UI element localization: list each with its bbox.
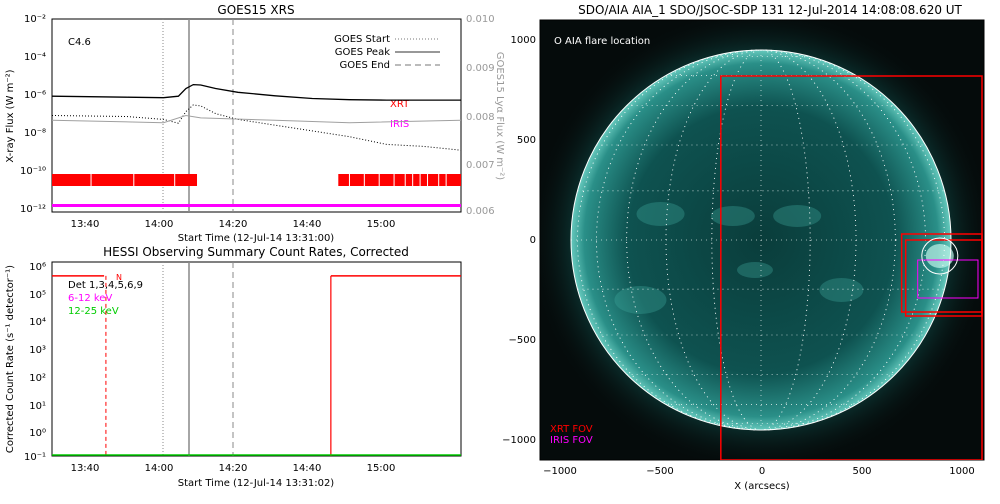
- aia-y-ticks: 1000 500 0 −500 −1000: [502, 35, 536, 446]
- hessi-y-tick: 10⁶: [29, 262, 46, 273]
- aia-legend-flare: O AIA flare location: [554, 36, 650, 47]
- goes-series-line-1: [51, 104, 462, 151]
- hessi-x-tick: 15:00: [367, 463, 396, 474]
- goes-y-tick-right: 0.008: [466, 112, 495, 123]
- aia-x-tick: 0: [759, 466, 765, 477]
- hessi-x-tick: 14:40: [293, 463, 322, 474]
- aia-legend-iris: IRIS FOV: [550, 435, 593, 446]
- aia-x-ticks: −1000 −500 0 500 1000: [543, 466, 975, 477]
- aia-x-tick: −1000: [543, 466, 577, 477]
- hessi-y-tick: 10⁰: [29, 428, 46, 439]
- goes-legend-peak: GOES Peak: [335, 47, 390, 58]
- aia-x-tick: 500: [852, 466, 871, 477]
- goes-legend-end: GOES End: [340, 60, 390, 71]
- goes-x-axis-label: Start Time (12-Jul-14 13:31:00): [178, 233, 335, 244]
- aia-title: SDO/AIA AIA_1 SDO/JSOC-SDP 131 12-Jul-20…: [578, 3, 962, 17]
- goes-legend: GOES Start GOES Peak GOES End: [334, 34, 440, 71]
- goes-y-axis-label: X-ray Flux (W m⁻²): [5, 69, 16, 162]
- goes-y-tick: 10⁻¹²: [20, 204, 46, 215]
- aia-y-tick: 0: [530, 235, 536, 246]
- goes-x-tick: 13:40: [71, 219, 100, 230]
- hessi-y-tick: 10³: [29, 345, 46, 356]
- aia-active-region: [819, 278, 864, 302]
- goes-x-tick: 14:20: [219, 219, 248, 230]
- hessi-title: HESSI Observing Summary Count Rates, Cor…: [103, 245, 409, 259]
- goes-marks: [51, 83, 462, 207]
- goes-y-tick-right: 0.009: [466, 63, 495, 74]
- goes-x-tick: 14:00: [145, 219, 174, 230]
- hessi-y-ticks: 10⁶ 10⁵ 10⁴ 10³ 10² 10¹ 10⁰ 10⁻¹: [24, 262, 46, 463]
- goes-y-axis-label-right: GOES15 Lyα Flux (W m⁻²): [494, 52, 505, 180]
- goes-y-tick-right: 0.006: [466, 206, 495, 217]
- hessi-night-marker: N: [116, 273, 122, 282]
- goes-y-tick: 10⁻⁴: [24, 52, 46, 63]
- goes-y-ticks-right: 0.010 0.009 0.008 0.007 0.006: [466, 14, 495, 217]
- aia-iris-fov-box: [917, 259, 979, 299]
- aia-flare-location-marker: [921, 237, 959, 275]
- goes-x-tick: 14:40: [293, 219, 322, 230]
- aia-x-axis-label: X (arcsecs): [734, 481, 790, 492]
- hessi-x-ticks: 13:40 14:00 14:20 14:40 15:00: [71, 463, 396, 474]
- hessi-marks: [52, 275, 461, 456]
- goes-xrt-obs-bar: [52, 174, 198, 186]
- goes-x-ticks: 13:40 14:00 14:20 14:40 15:00: [71, 219, 396, 230]
- goes-y-tick: 10⁻⁸: [24, 128, 46, 139]
- hessi-x-tick: 14:20: [219, 463, 248, 474]
- hessi-y-tick: 10⁵: [29, 290, 46, 301]
- aia-active-region: [614, 286, 667, 314]
- hessi-x-axis-label: Start Time (12-Jul-14 13:31:02): [178, 478, 335, 489]
- hessi-legend-high: 12-25 keV: [68, 306, 119, 317]
- goes-xrt-label: XRT: [390, 99, 410, 110]
- hessi-panel: HESSI Observing Summary Count Rates, Cor…: [5, 245, 462, 489]
- hessi-y-tick: 10²: [29, 373, 46, 384]
- aia-y-tick: 500: [517, 135, 536, 146]
- aia-active-regions: [614, 202, 954, 314]
- goes-y-ticks-left: 10⁻² 10⁻⁴ 10⁻⁶ 10⁻⁸ 10⁻¹⁰ 10⁻¹²: [20, 14, 46, 215]
- aia-active-region: [710, 206, 755, 226]
- goes-y-tick: 10⁻²: [24, 14, 46, 25]
- aia-active-region: [636, 202, 685, 226]
- aia-x-tick: 1000: [949, 466, 974, 477]
- hessi-legend-low: 6-12 keV: [68, 293, 112, 304]
- goes-y-tick-right: 0.007: [466, 160, 495, 171]
- goes-iris-obs-bar: [52, 204, 461, 207]
- goes-series-line-2: [51, 114, 462, 124]
- goes-legend-start: GOES Start: [334, 34, 390, 45]
- hessi-y-tick: 10⁻¹: [24, 452, 46, 463]
- aia-y-tick: 1000: [511, 35, 536, 46]
- hessi-y-tick: 10⁴: [29, 317, 46, 328]
- goes-y-tick: 10⁻¹⁰: [20, 166, 46, 177]
- hessi-plot-frame: [51, 261, 462, 457]
- aia-image: [540, 20, 984, 460]
- aia-panel: SDO/AIA AIA_1 SDO/JSOC-SDP 131 12-Jul-20…: [502, 3, 985, 492]
- aia-x-tick: −500: [646, 466, 673, 477]
- aia-y-tick: −1000: [502, 435, 536, 446]
- aia-xrt-fov-box: [904, 239, 983, 317]
- aia-legend-xrt: XRT FOV: [550, 424, 593, 435]
- goes-y-tick-right: 0.010: [466, 14, 495, 25]
- aia-active-region: [773, 205, 822, 227]
- hessi-y-axis-label: Corrected Count Rate (s⁻¹ detector⁻¹): [5, 265, 16, 453]
- goes-xrt-obs-bar: [338, 174, 461, 186]
- goes-iris-label: IRIS: [390, 119, 409, 130]
- goes-x-tick: 15:00: [367, 219, 396, 230]
- goes-flare-class: C4.6: [68, 37, 91, 48]
- goes-title: GOES15 XRS: [217, 3, 294, 17]
- hessi-x-tick: 13:40: [71, 463, 100, 474]
- aia-longitude-line: [665, 49, 857, 431]
- goes-panel: GOES15 XRS C4.6 10⁻² 10⁻⁴ 10⁻⁶ 10⁻⁸ 10⁻¹…: [5, 3, 505, 244]
- goes-series-line-0: [51, 83, 461, 101]
- aia-flare-bright-region: [925, 244, 954, 268]
- aia-fov-boxes: [720, 75, 983, 460]
- goes-y-tick: 10⁻⁶: [24, 90, 46, 101]
- aia-y-tick: −500: [509, 335, 536, 346]
- aia-active-region: [736, 262, 773, 278]
- hessi-y-tick: 10¹: [29, 401, 46, 412]
- hessi-x-tick: 14:00: [145, 463, 174, 474]
